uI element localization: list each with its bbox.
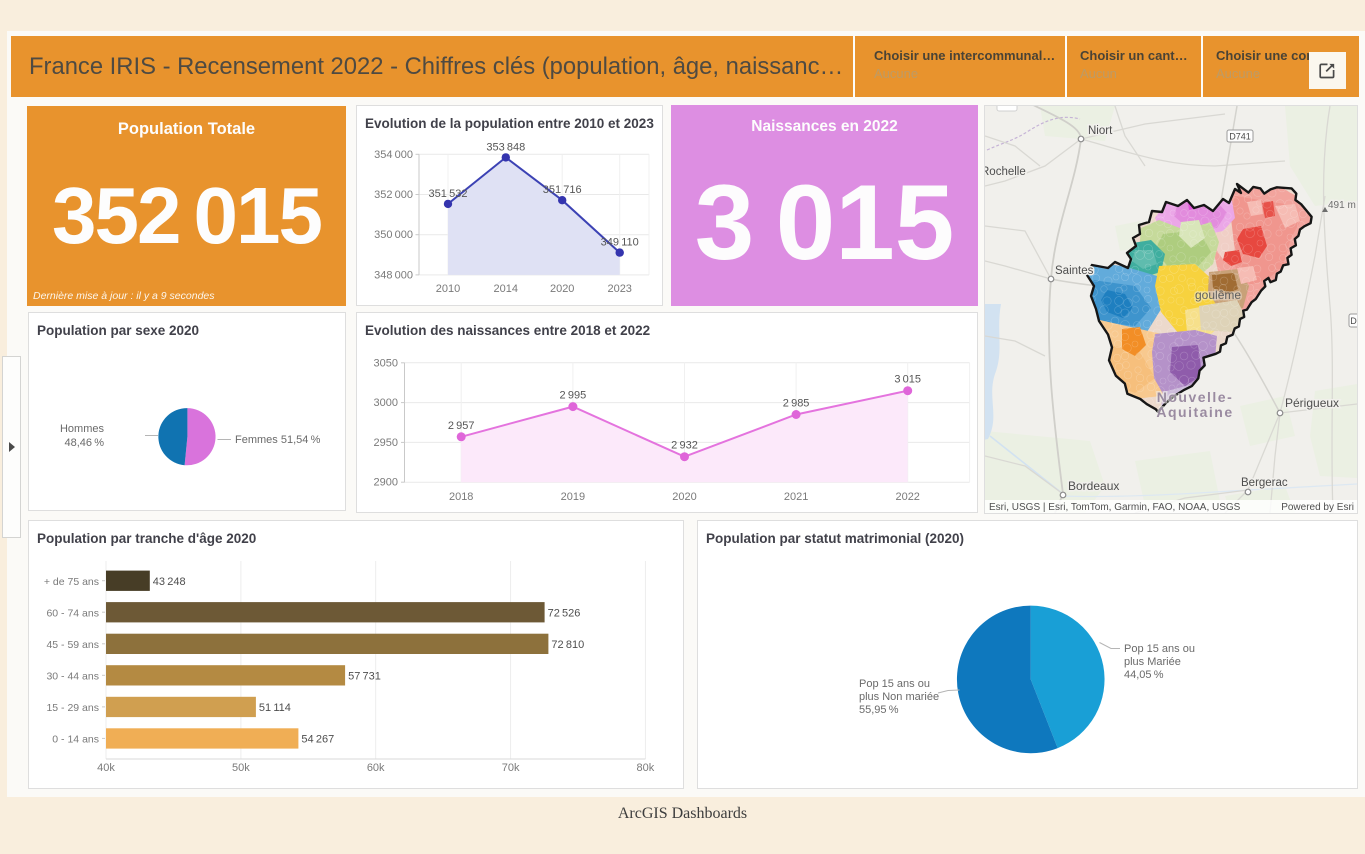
svg-text:51 114: 51 114: [259, 702, 291, 714]
svg-text:Rochelle: Rochelle: [985, 166, 1026, 178]
svg-text:40k: 40k: [97, 762, 115, 774]
svg-text:30 - 44 ans: 30 - 44 ans: [46, 670, 99, 682]
svg-text:plus Non mariée: plus Non mariée: [859, 691, 939, 703]
svg-text:2 932: 2 932: [671, 440, 698, 452]
svg-text:2014: 2014: [494, 283, 518, 295]
svg-text:2900: 2900: [374, 477, 398, 489]
svg-text:Bordeaux: Bordeaux: [1068, 479, 1119, 493]
svg-text:50k: 50k: [232, 762, 250, 774]
svg-text:2018: 2018: [449, 491, 473, 503]
svg-text:72 810: 72 810: [551, 639, 584, 651]
svg-text:Hommes: Hommes: [60, 423, 105, 435]
svg-text:2020: 2020: [672, 491, 696, 503]
svg-text:57 731: 57 731: [348, 670, 381, 682]
svg-text:60 - 74 ans: 60 - 74 ans: [46, 607, 99, 619]
svg-text:2019: 2019: [561, 491, 585, 503]
svg-text:491 m: 491 m: [1328, 200, 1356, 211]
svg-text:72 526: 72 526: [548, 607, 581, 619]
svg-text:Bergerac: Bergerac: [1241, 477, 1288, 489]
svg-text:plus Mariée: plus Mariée: [1124, 656, 1181, 668]
svg-text:351 716: 351 716: [543, 184, 582, 196]
svg-text:80k: 80k: [637, 762, 655, 774]
svg-text:2020: 2020: [550, 283, 574, 295]
svg-text:Nouvelle-: Nouvelle-: [1157, 389, 1234, 405]
svg-text:352 000: 352 000: [374, 189, 413, 201]
svg-text:349 110: 349 110: [601, 237, 639, 249]
svg-text:2 957: 2 957: [448, 420, 475, 432]
svg-text:2010: 2010: [436, 283, 460, 295]
svg-text:55,95 %: 55,95 %: [859, 704, 899, 716]
svg-text:3 015: 3 015: [894, 374, 921, 386]
svg-text:0 - 14 ans: 0 - 14 ans: [52, 734, 99, 746]
svg-text:48,46 %: 48,46 %: [64, 437, 104, 449]
svg-text:Niort: Niort: [1088, 125, 1113, 137]
svg-text:3050: 3050: [374, 357, 398, 369]
svg-text:54 267: 54 267: [301, 734, 334, 746]
svg-text:44,05 %: 44,05 %: [1124, 669, 1164, 681]
svg-text:D741: D741: [1229, 132, 1251, 142]
svg-text:43 248: 43 248: [153, 576, 186, 588]
svg-text:+ de 75 ans: + de 75 ans: [44, 576, 99, 588]
svg-text:goulême: goulême: [1195, 288, 1241, 302]
svg-text:2022: 2022: [895, 491, 919, 503]
svg-text:351 532: 351 532: [429, 188, 468, 200]
svg-text:15 - 29 ans: 15 - 29 ans: [46, 702, 99, 714]
svg-text:Powered by Esri: Powered by Esri: [1281, 502, 1354, 513]
svg-text:Femmes 51,54 %: Femmes 51,54 %: [235, 434, 321, 446]
svg-text:60k: 60k: [367, 762, 385, 774]
svg-text:2021: 2021: [784, 491, 808, 503]
svg-text:70k: 70k: [502, 762, 520, 774]
svg-text:Aquitaine: Aquitaine: [1156, 404, 1233, 420]
svg-text:Périgueux: Périgueux: [1285, 396, 1339, 410]
svg-text:Esri, USGS | Esri, TomTom, Gar: Esri, USGS | Esri, TomTom, Garmin, FAO, …: [989, 502, 1241, 513]
svg-text:45 - 59 ans: 45 - 59 ans: [46, 639, 99, 651]
svg-text:353 848: 353 848: [486, 141, 525, 153]
svg-text:Pop 15 ans ou: Pop 15 ans ou: [859, 678, 930, 690]
svg-text:Pop 15 ans ou: Pop 15 ans ou: [1124, 643, 1195, 655]
svg-text:2950: 2950: [374, 437, 398, 449]
svg-text:D7: D7: [1350, 316, 1357, 326]
svg-text:2023: 2023: [607, 283, 631, 295]
svg-text:3000: 3000: [374, 397, 398, 409]
svg-text:Saintes: Saintes: [1055, 265, 1094, 277]
svg-text:2 995: 2 995: [560, 390, 587, 402]
svg-text:350 000: 350 000: [374, 229, 413, 241]
svg-text:2 985: 2 985: [783, 398, 810, 410]
svg-text:348 000: 348 000: [374, 269, 413, 281]
svg-text:354 000: 354 000: [374, 149, 413, 161]
